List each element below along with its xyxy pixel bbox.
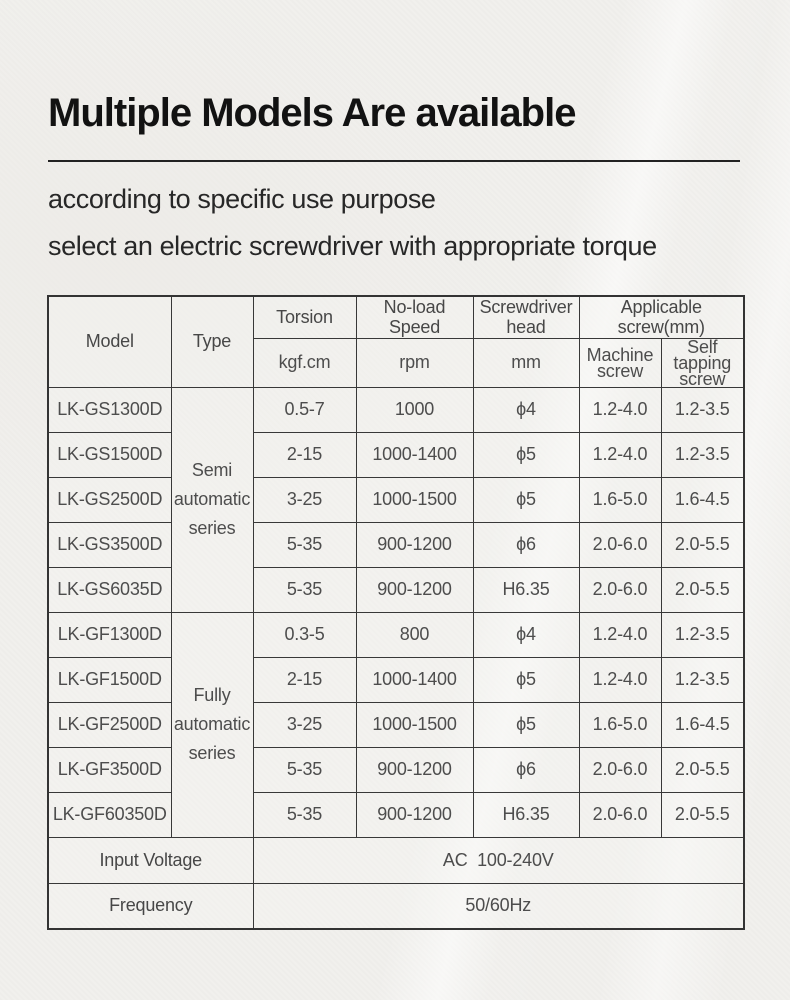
- self-tapping-cell: 2.0-5.5: [660, 746, 745, 793]
- torsion-cell: 5-35: [252, 521, 357, 568]
- table-row: LK-GF3500D 5-35 900-1200 ϕ6 2.0-6.0 2.0-…: [47, 746, 745, 793]
- header-cell-screwdriver-head: Screwdriver head: [472, 295, 580, 339]
- header-row-2: kgf.cm rpm mm Machine screw Self tapping…: [48, 337, 745, 388]
- head-cell: H6.35: [472, 566, 580, 613]
- head-cell: ϕ5: [472, 476, 580, 523]
- speed-cell: 1000-1500: [355, 701, 474, 748]
- self-tapping-cell: 1.6-4.5: [660, 701, 745, 748]
- model-cell: LK-GS3500D: [47, 521, 172, 568]
- self-tapping-cell: 1.6-4.5: [660, 476, 745, 523]
- speed-cell: 1000-1400: [355, 431, 474, 478]
- machine-screw-cell: 1.2-4.0: [578, 656, 662, 703]
- head-cell: ϕ4: [472, 611, 580, 658]
- model-cell: LK-GF3500D: [47, 746, 172, 793]
- table-row: LK-GF2500D 3-25 1000-1500 ϕ5 1.6-5.0 1.6…: [47, 701, 745, 748]
- head-cell: ϕ5: [472, 656, 580, 703]
- torsion-cell: 3-25: [252, 701, 357, 748]
- head-cell: ϕ5: [472, 431, 580, 478]
- header-row-1: Model Type Torsion No-load Speed Screwdr…: [47, 295, 745, 388]
- speed-cell: 900-1200: [355, 746, 474, 793]
- machine-screw-cell: 2.0-6.0: [578, 566, 662, 613]
- self-tapping-cell: 2.0-5.5: [660, 521, 745, 568]
- self-tapping-cell: 2.0-5.5: [660, 791, 745, 838]
- speed-cell: 900-1200: [355, 791, 474, 838]
- torsion-cell: 2-15: [252, 656, 357, 703]
- machine-screw-cell: 1.2-4.0: [578, 386, 662, 433]
- spec-table: Model Type Torsion No-load Speed Screwdr…: [47, 295, 745, 930]
- table-row: LK-GF60350D 5-35 900-1200 H6.35 2.0-6.0 …: [47, 791, 745, 838]
- self-tapping-cell: 1.2-3.5: [660, 656, 745, 703]
- model-cell: LK-GF60350D: [47, 791, 172, 838]
- head-cell: ϕ6: [472, 521, 580, 568]
- input-voltage-value: AC 100-240V: [252, 836, 745, 884]
- model-cell: LK-GS1500D: [47, 431, 172, 478]
- machine-screw-cell: 2.0-6.0: [578, 791, 662, 838]
- header-cell-machine-screw: Machine screw: [578, 337, 662, 388]
- footer-row-frequency: Frequency 50/60Hz: [47, 882, 745, 930]
- self-tapping-cell: 1.2-3.5: [660, 386, 745, 433]
- speed-cell: 800: [355, 611, 474, 658]
- table-row: LK-GS6035D 5-35 900-1200 H6.35 2.0-6.0 2…: [47, 566, 745, 613]
- header-cell-type: Type: [170, 295, 254, 388]
- self-tapping-cell: 1.2-3.5: [660, 611, 745, 658]
- table-row: LK-GF1500D 2-15 1000-1400 ϕ5 1.2-4.0 1.2…: [47, 656, 745, 703]
- head-cell: ϕ5: [472, 701, 580, 748]
- machine-screw-cell: 1.2-4.0: [578, 431, 662, 478]
- frequency-label: Frequency: [47, 882, 254, 930]
- header-cell-model: Model: [47, 295, 172, 388]
- header-cell-torsion-unit: kgf.cm: [252, 337, 357, 388]
- torsion-cell: 3-25: [252, 476, 357, 523]
- model-cell: LK-GS6035D: [47, 566, 172, 613]
- torsion-cell: 5-35: [252, 566, 357, 613]
- header-cell-applicable-screw: Applicable screw(mm): [578, 295, 745, 339]
- table-row: LK-GF1300D Fully automatic series 0.3-5 …: [47, 611, 745, 838]
- footer-row-input-voltage: Input Voltage AC 100-240V: [47, 836, 745, 884]
- machine-screw-cell: 2.0-6.0: [578, 521, 662, 568]
- model-cell: LK-GS2500D: [47, 476, 172, 523]
- page-title: Multiple Models Are available: [48, 91, 576, 135]
- model-cell: LK-GF2500D: [47, 701, 172, 748]
- speed-cell: 1000-1400: [355, 656, 474, 703]
- machine-screw-cell: 1.2-4.0: [578, 611, 662, 658]
- subtitle-line-1: according to specific use purpose: [48, 184, 436, 214]
- type-cell-semi-automatic: Semi automatic series: [170, 386, 254, 613]
- type-cell-fully-automatic: Fully automatic series: [170, 611, 254, 838]
- machine-screw-cell: 2.0-6.0: [578, 746, 662, 793]
- head-cell: H6.35: [472, 791, 580, 838]
- table-row: LK-GS2500D 3-25 1000-1500 ϕ5 1.6-5.0 1.6…: [47, 476, 745, 523]
- torsion-cell: 0.3-5: [252, 611, 357, 658]
- head-cell: ϕ4: [472, 386, 580, 433]
- speed-cell: 900-1200: [355, 566, 474, 613]
- table-row: LK-GS1300D Semi automatic series 0.5-7 1…: [47, 386, 745, 613]
- header-cell-head-unit: mm: [472, 337, 580, 388]
- torsion-cell: 2-15: [252, 431, 357, 478]
- speed-cell: 1000: [355, 386, 474, 433]
- table-row: LK-GS3500D 5-35 900-1200 ϕ6 2.0-6.0 2.0-…: [47, 521, 745, 568]
- header-cell-torsion: Torsion: [252, 295, 357, 339]
- subtitle-line-2: select an electric screwdriver with appr…: [48, 231, 657, 261]
- torsion-cell: 5-35: [252, 791, 357, 838]
- input-voltage-label: Input Voltage: [47, 836, 254, 884]
- title-underline: [48, 160, 740, 162]
- model-cell: LK-GF1300D: [47, 611, 172, 658]
- table-row: LK-GS1500D 2-15 1000-1400 ϕ5 1.2-4.0 1.2…: [47, 431, 745, 478]
- speed-cell: 1000-1500: [355, 476, 474, 523]
- head-cell: ϕ6: [472, 746, 580, 793]
- header-cell-self-tapping-screw: Self tapping screw: [660, 337, 745, 388]
- header-cell-noload-speed: No-load Speed: [355, 295, 474, 339]
- frequency-value: 50/60Hz: [252, 882, 745, 930]
- machine-screw-cell: 1.6-5.0: [578, 701, 662, 748]
- self-tapping-cell: 1.2-3.5: [660, 431, 745, 478]
- machine-screw-cell: 1.6-5.0: [578, 476, 662, 523]
- speed-cell: 900-1200: [355, 521, 474, 568]
- model-cell: LK-GS1300D: [47, 386, 172, 433]
- torsion-cell: 5-35: [252, 746, 357, 793]
- self-tapping-cell: 2.0-5.5: [660, 566, 745, 613]
- model-cell: LK-GF1500D: [47, 656, 172, 703]
- header-cell-speed-unit: rpm: [355, 337, 474, 388]
- torsion-cell: 0.5-7: [252, 386, 357, 433]
